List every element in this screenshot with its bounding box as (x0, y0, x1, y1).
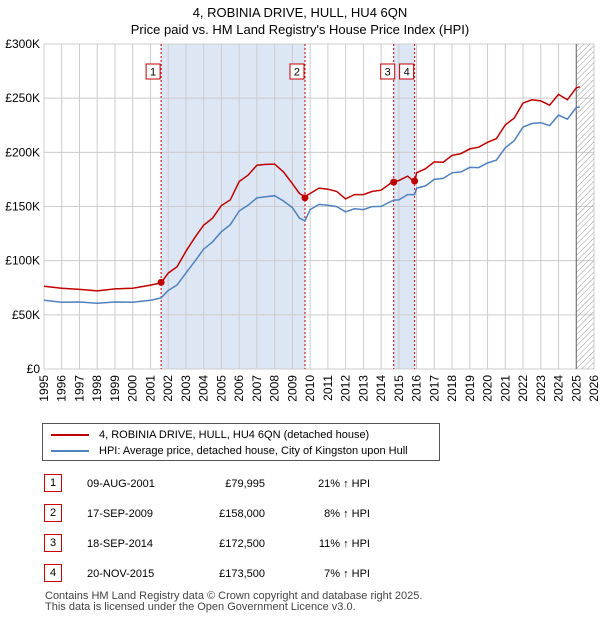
x-tick-label: 1995 (37, 375, 51, 402)
y-axis-ticks: £0 £50K £100K £150K £200K £250K £300K (5, 37, 40, 376)
sale-date: 18-SEP-2014 (87, 538, 154, 550)
legend-entry-property: 4, ROBINIA DRIVE, HULL, HU4 6QN (detache… (51, 427, 369, 443)
sale-label-text: 4 (404, 67, 410, 79)
x-tick-label: 2011 (321, 375, 335, 401)
sale-point-marker (390, 178, 398, 186)
x-tick-label: 2007 (250, 375, 264, 402)
x-tick-label: 1996 (55, 375, 69, 402)
x-tick-label: 2021 (498, 375, 512, 402)
y-tick-label: £50K (12, 308, 40, 322)
table-row: 4 20-NOV-2015 £173,500 7% ↑ HPI (0, 564, 600, 586)
sale-labels: 1 2 3 4 (145, 63, 415, 80)
sale-label-text: 3 (385, 67, 391, 79)
chart-legend: 4, ROBINIA DRIVE, HULL, HU4 6QN (detache… (42, 423, 440, 461)
x-tick-label: 2010 (303, 375, 317, 402)
sale-price: £172,500 (219, 538, 265, 550)
x-tick-label: 2017 (427, 375, 441, 402)
x-tick-label: 2018 (445, 375, 459, 402)
x-tick-label: 2006 (232, 375, 246, 402)
sale-label-box (289, 63, 305, 80)
price-chart: 4, ROBINIA DRIVE, HULL, HU4 6QN Price pa… (5, 5, 600, 402)
x-tick-label: 2016 (410, 375, 424, 402)
table-row: 1 09-AUG-2001 £79,995 21% ↑ HPI (0, 474, 600, 496)
x-tick-label: 2004 (197, 375, 211, 402)
y-tick-label: £100K (5, 254, 40, 268)
x-tick-label: 2025 (569, 375, 583, 402)
sale-hpi-diff: 11% ↑ HPI (318, 538, 370, 550)
footer-line-1: Contains HM Land Registry data © Crown c… (45, 590, 423, 602)
x-tick-label: 1999 (108, 375, 122, 402)
x-tick-label: 2003 (179, 375, 193, 402)
sale-number-badge: 1 (44, 474, 62, 492)
x-tick-label: 2024 (552, 375, 566, 402)
footer-attribution: Contains HM Land Registry data © Crown c… (45, 591, 422, 613)
footer-line-2: This data is licensed under the Open Gov… (45, 601, 356, 613)
x-tick-label: 2022 (516, 375, 530, 402)
chart-title-line1: 4, ROBINIA DRIVE, HULL, HU4 6QN (193, 5, 408, 20)
sale-price: £79,995 (225, 478, 265, 490)
sale-point-marker (301, 194, 309, 202)
x-tick-label: 2020 (481, 375, 495, 402)
x-tick-label: 2002 (161, 375, 175, 402)
x-axis-ticks: 1995 1996 1997 1998 1999 2000 2001 2002 2003 2004… (37, 375, 600, 402)
grid-lines (43, 43, 595, 370)
legend-swatch-property (51, 434, 89, 436)
y-tick-label: £0 (27, 362, 41, 376)
x-tick-label: 2001 (143, 375, 157, 402)
y-tick-label: £150K (5, 200, 40, 214)
sale-hpi-diff: 7% ↑ HPI (324, 568, 370, 580)
x-tick-label: 2009 (285, 375, 299, 402)
legend-label-hpi: HPI: Average price, detached house, City… (99, 445, 408, 457)
sale-label-box (399, 63, 415, 80)
x-tick-label: 1998 (90, 375, 104, 402)
sale-label-box (145, 63, 161, 80)
sale-hpi-diff: 21% ↑ HPI (318, 478, 370, 490)
x-tick-label: 2015 (392, 375, 406, 402)
table-row: 2 17-SEP-2009 £158,000 8% ↑ HPI (0, 504, 600, 526)
sale-date: 09-AUG-2001 (87, 478, 155, 490)
sale-label-box (380, 63, 396, 80)
series-lines (44, 86, 580, 305)
x-tick-label: 2005 (214, 375, 228, 402)
sale-number-badge: 4 (44, 564, 62, 582)
x-tick-label: 2014 (374, 375, 388, 402)
sale-number-badge: 3 (44, 534, 62, 552)
x-tick-label: 2012 (339, 375, 353, 402)
x-tick-label: 1997 (72, 375, 86, 402)
y-tick-label: £200K (5, 145, 40, 159)
future-hatch (575, 44, 594, 369)
sale-markers (157, 177, 419, 286)
x-tick-label: 2023 (534, 375, 548, 402)
y-tick-label: £300K (5, 37, 40, 51)
sale-date: 20-NOV-2015 (87, 568, 155, 580)
sale-number-badge: 2 (44, 504, 62, 522)
y-tick-label: £250K (5, 91, 40, 105)
sale-point-marker (157, 278, 165, 286)
sale-price: £158,000 (219, 508, 265, 520)
x-tick-label: 2000 (126, 375, 140, 402)
table-row: 3 18-SEP-2014 £172,500 11% ↑ HPI (0, 534, 600, 556)
x-tick-label: 2013 (356, 375, 370, 402)
legend-swatch-hpi (51, 450, 89, 452)
legend-label-property: 4, ROBINIA DRIVE, HULL, HU4 6QN (detache… (99, 429, 370, 441)
x-tick-label: 2019 (463, 375, 477, 402)
sale-price: £173,500 (219, 568, 265, 580)
sale-label-text: 2 (294, 67, 300, 79)
sale-label-text: 1 (150, 67, 156, 79)
sale-point-marker (411, 177, 419, 185)
legend-entry-hpi: HPI: Average price, detached house, City… (51, 443, 408, 459)
chart-title-line2: Price paid vs. HM Land Registry's House … (131, 22, 469, 37)
sale-date: 17-SEP-2009 (87, 508, 154, 520)
sale-hpi-diff: 8% ↑ HPI (324, 508, 370, 520)
future-hatch-area (576, 44, 594, 369)
x-tick-label: 2026 (587, 375, 600, 402)
hpi-line (44, 106, 580, 305)
property-line (44, 86, 580, 292)
x-tick-label: 2008 (268, 375, 282, 402)
